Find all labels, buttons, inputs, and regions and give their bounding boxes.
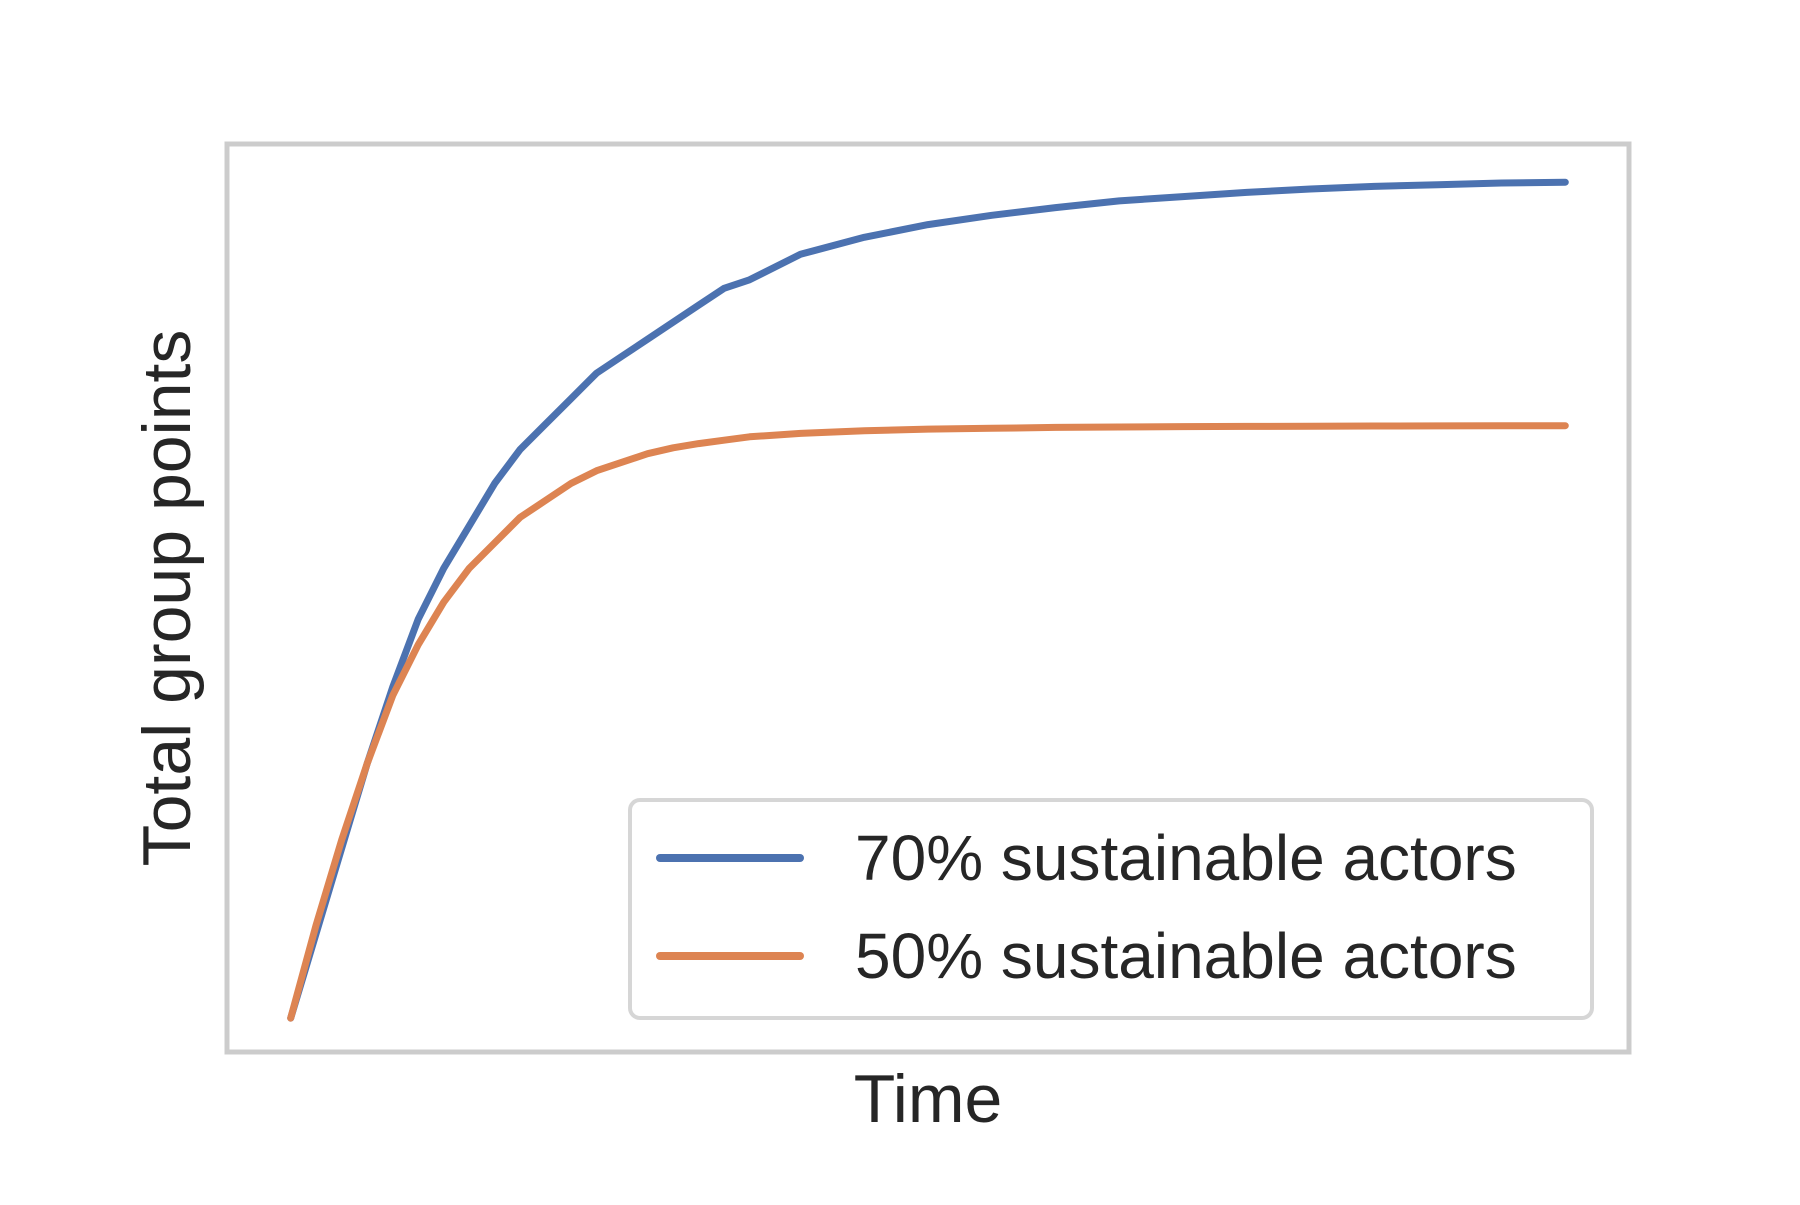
series-line-2	[287, 422, 1569, 1022]
legend-box	[628, 798, 1594, 1020]
legend-items: 70% sustainable actors 50% sustainable ac…	[656, 822, 1517, 992]
legend: 70% sustainable actors 50% sustainable ac…	[628, 798, 1594, 1020]
x-axis-label: Time	[854, 1061, 1003, 1137]
legend-label-1: 70% sustainable actors	[855, 822, 1517, 894]
y-axis-label: Total group points	[129, 330, 205, 867]
legend-label-2: 50% sustainable actors	[855, 920, 1517, 992]
series-line-1	[287, 178, 1569, 1022]
series-group	[287, 178, 1569, 1022]
plot-frame	[224, 141, 1632, 1055]
